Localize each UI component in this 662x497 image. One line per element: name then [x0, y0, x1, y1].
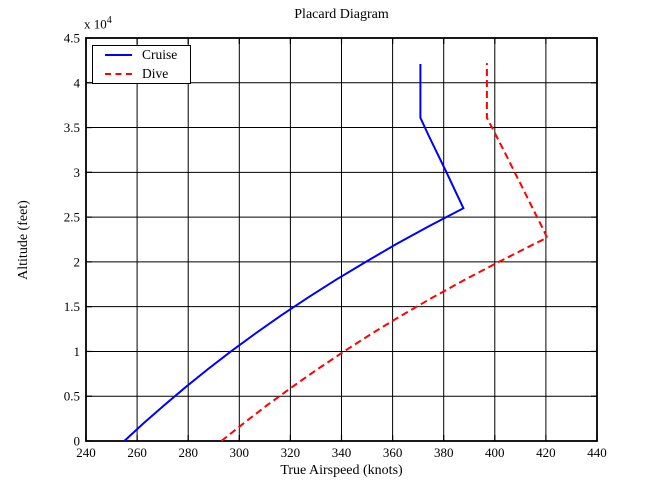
y-tick-label: 4.5: [64, 31, 80, 46]
x-tick-label: 320: [281, 445, 301, 460]
x-tick-label: 380: [434, 445, 454, 460]
legend-box: Cruise Dive: [92, 45, 191, 84]
x-axis-label: True Airspeed (knots): [280, 463, 403, 478]
y-tick-label: 4: [74, 75, 81, 90]
legend-label-dive: Dive: [142, 66, 169, 82]
x-tick-label: 440: [587, 445, 607, 460]
y-tick-label: 2.5: [64, 210, 80, 225]
x-tick-label: 420: [536, 445, 556, 460]
dive-curve: [220, 63, 549, 442]
x-tick-label: 400: [485, 445, 505, 460]
x-tick-label: 240: [76, 445, 96, 460]
x-tick-label: 260: [127, 445, 147, 460]
x-tick-label: 280: [178, 445, 198, 460]
cruise-line-sample: [105, 54, 132, 56]
y-tick-label: 3: [74, 165, 81, 180]
y-tick-label: 1.5: [64, 299, 80, 314]
legend-item-cruise: Cruise: [93, 47, 190, 64]
y-tick-label: 0: [74, 434, 81, 449]
y-tick-label: 1: [74, 344, 81, 359]
chart-title: Placard Diagram: [294, 7, 389, 22]
y-axis-multiplier-exponent: 4: [106, 15, 112, 26]
y-axis-multiplier-base: x 10: [84, 16, 107, 32]
x-tick-label: 360: [383, 445, 403, 460]
y-tick-label: 2: [74, 254, 81, 269]
y-tick-label: 0.5: [64, 389, 80, 404]
dive-line-sample: [105, 73, 132, 75]
x-tick-label: 300: [230, 445, 250, 460]
legend-item-dive: Dive: [93, 66, 190, 83]
y-tick-label: 3.5: [64, 120, 80, 135]
x-tick-label: 340: [332, 445, 352, 460]
y-axis-label: Altitude (feet): [16, 200, 31, 280]
y-axis-multiplier: x 104: [84, 15, 112, 32]
legend-label-cruise: Cruise: [142, 47, 178, 63]
cruise-curve: [123, 64, 465, 442]
